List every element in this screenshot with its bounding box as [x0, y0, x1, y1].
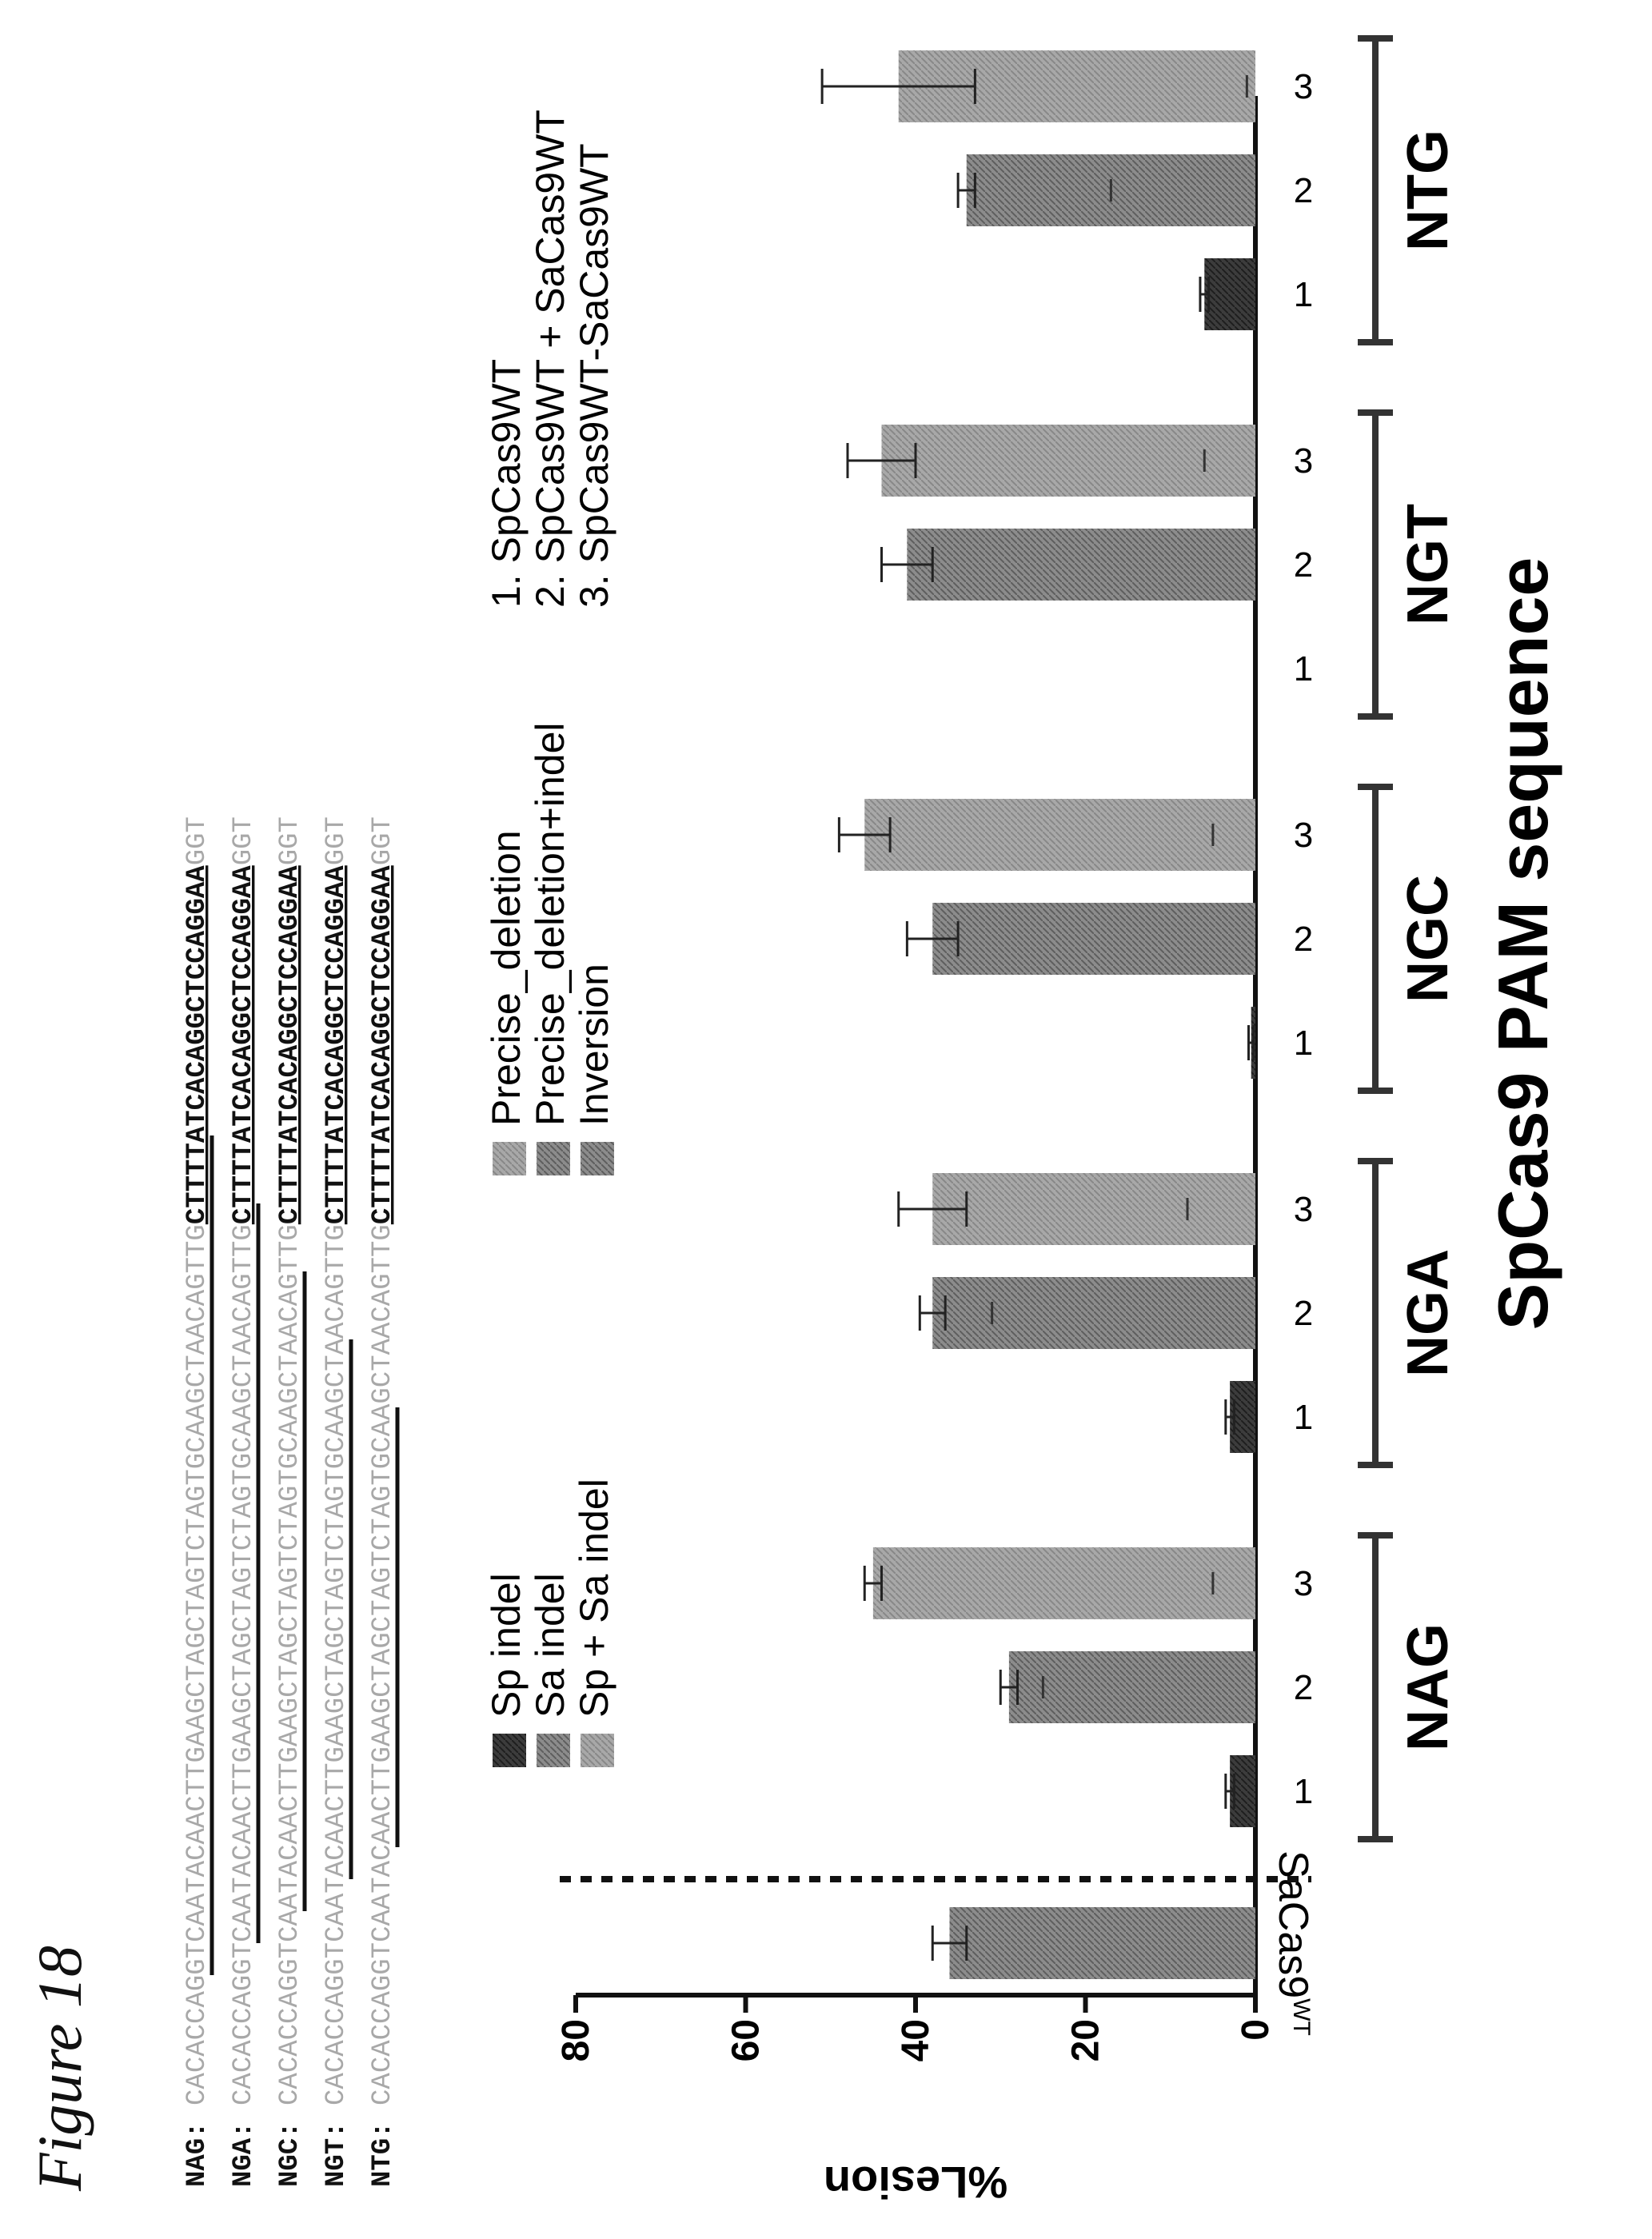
- control-label: SaCas9WT: [1270, 1850, 1316, 2036]
- legend-swatch: [537, 1734, 570, 1767]
- sequence-grey-a: CACACCAGGTCAATACAACTT: [321, 1762, 352, 2105]
- subcategory-label: 1: [1294, 1772, 1313, 1811]
- bar-NAG-1: [1230, 1755, 1255, 1827]
- legend-entry: Precise_deletion+indel: [528, 722, 573, 1126]
- bar-NGA-1: [1230, 1381, 1255, 1453]
- subcategory-label: 3: [1294, 441, 1313, 481]
- y-tick-label: 60: [725, 2019, 768, 2061]
- sequence-grey-b: GAAGCTAGCTAGTCTAGTGCAAGCTAACAGTTG: [368, 1224, 398, 1762]
- bar-NGA-3: [932, 1173, 1255, 1245]
- legend-entry: Sa indel: [528, 1573, 573, 1718]
- group-label-NTG: NTG: [1396, 130, 1460, 251]
- sequence-target: CTTTTATCACAGGCTCCAGGAA: [368, 865, 398, 1224]
- subcategory-label: 2: [1294, 545, 1313, 585]
- legend-swatch: [581, 1142, 614, 1175]
- legend-entry: Precise_deletion: [484, 830, 529, 1126]
- sequence-row-2: NGA: CACACCAGGTCAATACAACTTGAAGCTAGCTAGTC…: [229, 816, 259, 2187]
- subcategory-label: 1: [1294, 1398, 1313, 1437]
- legend-swatch: [581, 1734, 614, 1767]
- subcategory-label: 1: [1294, 1024, 1313, 1063]
- sequence-pam-label: NGC:: [275, 2105, 305, 2187]
- sequence-row-3: NGC: CACACCAGGTCAATACAACTTGAAGCTAGCTAGTC…: [275, 816, 305, 2187]
- sequence-tail: GGT: [275, 816, 305, 865]
- sequence-grey-a: CACACCAGGTCAATACAACTT: [229, 1762, 259, 2105]
- group-label-NGC: NGC: [1396, 875, 1460, 1003]
- sequence-row-1: NAG: CACACCAGGTCAATACAACTTGAAGCTAGCTAGTC…: [182, 816, 213, 2187]
- bar-NTG-1: [1204, 258, 1255, 330]
- bar-NAG-2: [1008, 1651, 1255, 1723]
- y-tick-label: 40: [895, 2019, 937, 2061]
- sequence-grey-a: CACACCAGGTCAATACAACTT: [368, 1762, 398, 2105]
- sequence-grey-a: CACACCAGGTCAATACAACTT: [275, 1762, 305, 2105]
- subcategory-label: 2: [1294, 1668, 1313, 1707]
- sequence-row-5: NTG: CACACCAGGTCAATACAACTTGAAGCTAGCTAGTC…: [368, 816, 398, 2187]
- subcategory-label: 1: [1294, 275, 1313, 314]
- x-axis-title: SpCas9 PAM sequence: [1483, 557, 1562, 1331]
- sequence-pam-label: NGA:: [229, 2105, 259, 2187]
- legend-entry: Sp + Sa indel: [572, 1479, 617, 1718]
- sequence-pam-label: NTG:: [368, 2105, 398, 2187]
- subcategory-label: 3: [1294, 816, 1313, 855]
- y-tick-label: 80: [555, 2019, 597, 2061]
- bar-NTG-3: [898, 50, 1255, 122]
- y-axis-title: %Lesion: [824, 2157, 1008, 2208]
- sequence-block: NAG: CACACCAGGTCAATACAACTTGAAGCTAGCTAGTC…: [182, 816, 400, 2187]
- control-label-sup: WT: [1288, 1998, 1315, 2036]
- subcategory-label: 3: [1294, 1190, 1313, 1229]
- y-tick-label: 0: [1235, 2019, 1277, 2041]
- sequence-tail: GGT: [368, 816, 398, 865]
- subcategory-label: 2: [1294, 171, 1313, 210]
- sequence-target: CTTTTATCACAGGCTCCAGGAA: [275, 865, 305, 1224]
- legend-swatch: [537, 1142, 570, 1175]
- sequence-tail: GGT: [229, 816, 259, 865]
- subcategory-label: 2: [1294, 1294, 1313, 1333]
- group-label-NGA: NGA: [1396, 1249, 1460, 1377]
- legend-entry: Inversion: [572, 964, 617, 1126]
- legend-note: 1. SpCas9WT: [484, 359, 529, 608]
- plot-area: 0 20 40 60 80 %Lesion SaCas9WT 1 2 3 NAG 1 2 3 NGA 1 2 3 N…: [555, 35, 1562, 2208]
- bar-NAG-3: [872, 1547, 1255, 1619]
- sequence-tail: GGT: [321, 816, 352, 865]
- group-label-NAG: NAG: [1396, 1623, 1460, 1751]
- legend-note: 3. SpCas9WT-SaCas9WT: [572, 143, 617, 608]
- legend-swatch: [493, 1142, 526, 1175]
- sequence-grey-b: GAAGCTAGCTAGTCTAGTGCAAGCTAACAGTTG: [321, 1224, 352, 1762]
- sequence-grey-b: GAAGCTAGCTAGTCTAGTGCAAGCTAACAGTTG: [275, 1224, 305, 1762]
- subcategory-label: 1: [1294, 649, 1313, 688]
- bar-NGT-3: [881, 425, 1255, 497]
- bar-control: [949, 1907, 1255, 1979]
- legend-note: 2. SpCas9WT + SaCas9WT: [528, 110, 573, 608]
- bar-NGT-2: [907, 529, 1255, 601]
- y-tick-label: 20: [1065, 2019, 1107, 2061]
- control-label-main: SaCas9: [1270, 1850, 1316, 1998]
- sequence-target: CTTTTATCACAGGCTCCAGGAA: [182, 865, 213, 1224]
- bar-NGC-2: [932, 903, 1255, 975]
- bar-NGA-2: [932, 1277, 1255, 1349]
- legend-swatch: [493, 1734, 526, 1767]
- sequence-grey-b: GAAGCTAGCTAGTCTAGTGCAAGCTAACAGTTG: [229, 1224, 259, 1762]
- legend-entry: Sp indel: [484, 1573, 529, 1718]
- sequence-tail: GGT: [182, 816, 213, 865]
- sequence-grey-a: CACACCAGGTCAATACAACTT: [182, 1762, 213, 2105]
- subcategory-label: 3: [1294, 67, 1313, 106]
- sequence-pam-label: NAG:: [182, 2105, 213, 2187]
- sequence-row-4: NGT: CACACCAGGTCAATACAACTTGAAGCTAGCTAGTC…: [321, 816, 352, 2187]
- sequence-target: CTTTTATCACAGGCTCCAGGAA: [321, 865, 352, 1224]
- legend: Sp indel Sa indel Sp + Sa indel Precise_del…: [484, 110, 617, 1767]
- group-label-NGT: NGT: [1396, 504, 1460, 625]
- bar-NGC-3: [864, 799, 1255, 871]
- subcategory-label: 3: [1294, 1564, 1313, 1603]
- sequence-grey-b: GAAGCTAGCTAGTCTAGTGCAAGCTAACAGTTG: [182, 1224, 213, 1762]
- sequence-pam-label: NGT:: [321, 2105, 352, 2187]
- sequence-target: CTTTTATCACAGGCTCCAGGAA: [229, 865, 259, 1224]
- subcategory-label: 2: [1294, 920, 1313, 959]
